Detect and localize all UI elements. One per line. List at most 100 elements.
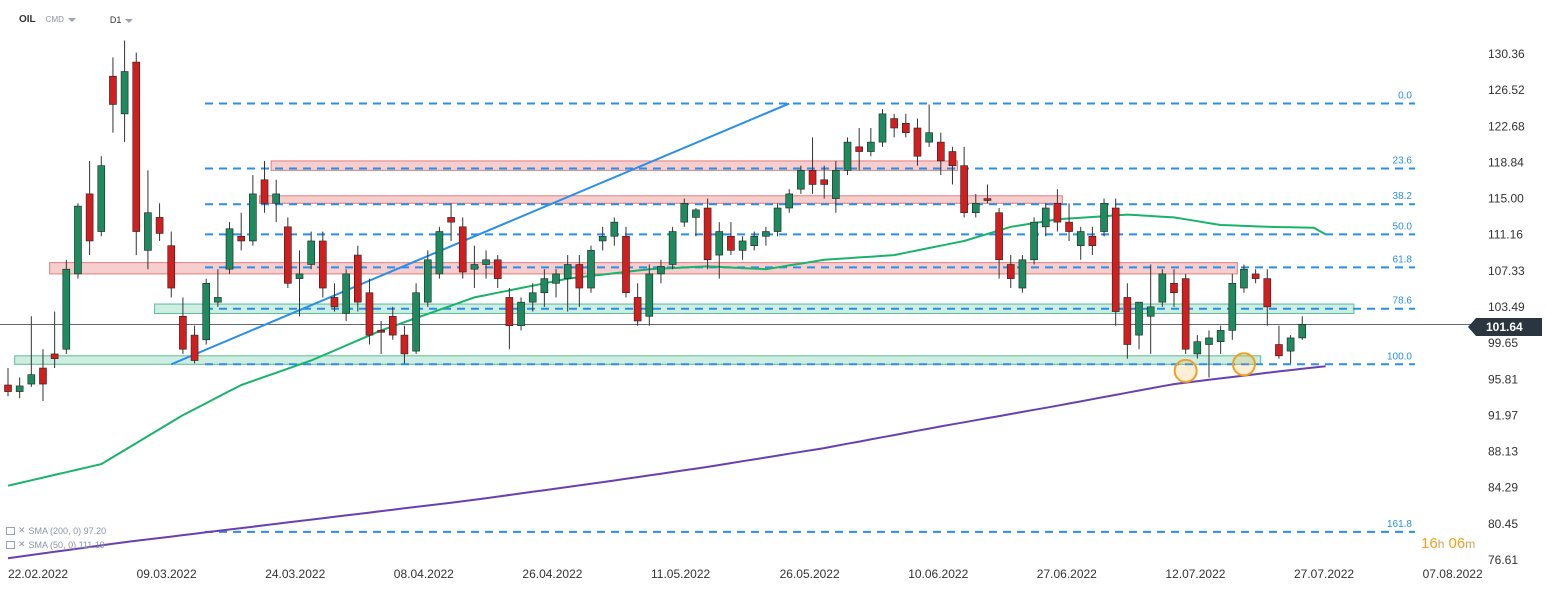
candle — [412, 292, 420, 352]
candle — [1298, 324, 1307, 339]
y-tick-label: 80.45 — [1488, 517, 1518, 531]
candle — [727, 235, 735, 251]
candle — [622, 235, 630, 294]
candle — [330, 297, 339, 308]
x-tick-label: 27.06.2022 — [1037, 567, 1097, 581]
highlight-circle-1 — [1231, 352, 1256, 377]
candle — [703, 207, 712, 261]
candle — [1146, 306, 1155, 317]
candle — [692, 209, 700, 218]
indicator-settings-icon[interactable] — [6, 540, 15, 549]
candle — [528, 292, 537, 303]
fib-label-61.8: 61.8 — [1393, 254, 1413, 265]
candle — [925, 132, 933, 143]
fib-label-23.6: 23.6 — [1393, 155, 1413, 166]
y-tick-label: 84.29 — [1488, 481, 1518, 495]
candle — [342, 273, 350, 314]
indicator-settings-icon[interactable] — [6, 526, 15, 535]
candle — [832, 170, 840, 199]
x-tick-label: 12.07.2022 — [1165, 567, 1225, 581]
candle — [936, 141, 945, 162]
candle — [1076, 231, 1085, 246]
candle — [1286, 337, 1295, 352]
candle — [1030, 221, 1038, 261]
candle — [797, 170, 805, 190]
y-tick-label: 122.68 — [1488, 119, 1525, 133]
candle — [738, 240, 747, 251]
candle — [4, 384, 12, 392]
candle — [598, 235, 607, 242]
candle — [1018, 259, 1027, 289]
candle — [575, 264, 584, 289]
candle — [249, 193, 257, 242]
candle — [1088, 235, 1097, 246]
candle — [1158, 273, 1167, 303]
timer-minutes: 06 — [1448, 535, 1466, 552]
candle — [867, 141, 875, 152]
x-tick-label: 22.02.2022 — [8, 567, 68, 581]
candle — [668, 231, 677, 265]
timeframe-selector[interactable]: D1 — [110, 15, 134, 25]
candle — [50, 353, 59, 359]
fib-label-78.6: 78.6 — [1393, 296, 1413, 307]
x-tick-label: 07.08.2022 — [1423, 567, 1483, 581]
candle — [39, 367, 47, 385]
candle — [190, 334, 199, 361]
x-tick-label: 24.03.2022 — [265, 567, 325, 581]
legend-sma50[interactable]: ✕ SMA (50, 0) 111.19 — [6, 539, 105, 550]
legend-sma200[interactable]: ✕ SMA (200, 0) 97.20 — [6, 525, 106, 536]
legend-sma200-label: SMA (200, 0) 97.20 — [28, 525, 107, 536]
fib-label-161.8: 161.8 — [1387, 519, 1412, 530]
trendline — [170, 102, 790, 366]
candle — [167, 245, 176, 289]
close-icon[interactable]: ✕ — [18, 525, 26, 535]
candle — [610, 221, 619, 237]
candle — [1228, 283, 1237, 331]
timeframe-label: D1 — [109, 14, 122, 25]
y-tick-label: 103.49 — [1488, 300, 1525, 314]
x-tick-label: 08.04.2022 — [394, 567, 454, 581]
candle — [237, 235, 245, 242]
candle — [74, 205, 82, 275]
chart-header: OIL CMD D1 — [19, 14, 134, 25]
candle — [307, 240, 315, 265]
candle — [1275, 344, 1283, 357]
timer-minutes-unit: m — [1465, 537, 1476, 551]
close-icon[interactable]: ✕ — [18, 539, 26, 549]
candle — [85, 193, 94, 242]
chevron-down-icon — [67, 18, 76, 22]
candle — [470, 264, 479, 270]
x-tick-label: 11.05.2022 — [651, 567, 710, 581]
candle — [400, 334, 409, 355]
candle — [435, 231, 444, 275]
candle — [1123, 297, 1132, 345]
candle — [388, 315, 397, 336]
candle — [633, 297, 642, 322]
y-tick-label: 95.81 — [1488, 372, 1518, 386]
candle — [762, 231, 770, 237]
candle — [1205, 337, 1213, 345]
candle — [155, 217, 164, 234]
candle — [820, 179, 829, 185]
candle — [1041, 207, 1050, 228]
source-selector[interactable]: CMD — [46, 15, 76, 24]
fib-label-38.2: 38.2 — [1393, 191, 1413, 202]
symbol-label: OIL — [19, 14, 36, 25]
candle — [1135, 301, 1143, 336]
candle — [587, 250, 595, 289]
candle — [540, 278, 549, 294]
x-tick-label: 09.03.2022 — [137, 567, 197, 581]
y-tick-label: 130.36 — [1488, 47, 1525, 61]
candle — [493, 259, 502, 279]
candle — [1111, 207, 1120, 312]
candle — [260, 179, 269, 204]
candle — [423, 259, 432, 303]
candle — [458, 226, 467, 273]
candle — [365, 292, 374, 336]
x-tick-label: 26.05.2022 — [780, 567, 840, 581]
candle — [132, 61, 141, 232]
candle — [983, 198, 992, 201]
candle — [773, 207, 782, 232]
